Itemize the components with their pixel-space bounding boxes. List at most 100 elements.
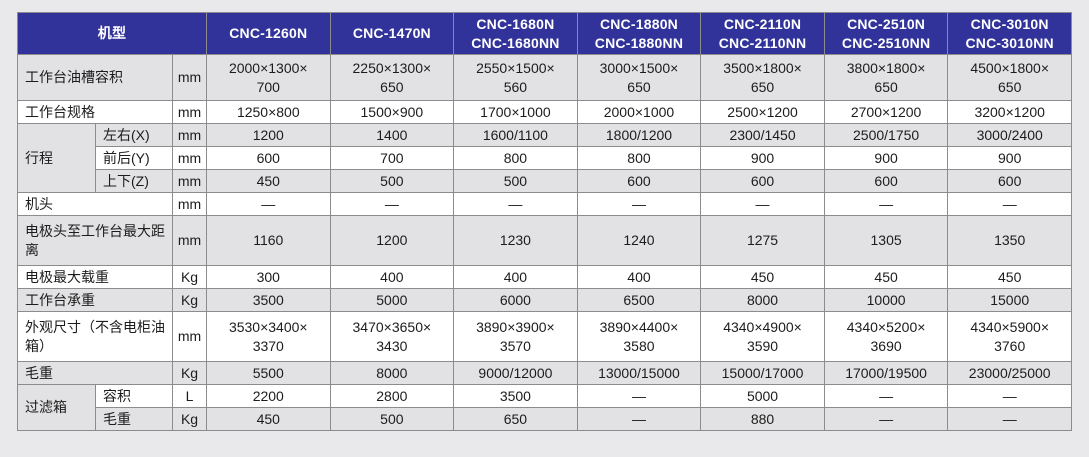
row-unit: L: [172, 384, 207, 408]
row-label: 毛重: [95, 407, 173, 431]
cell: 3470×3650× 3430: [329, 311, 455, 362]
cell: 1800/1200: [576, 123, 702, 147]
row-travel-y: 前后(Y) mm 600 700 800 800 900 900 900: [18, 146, 1072, 170]
cell: 1275: [700, 215, 825, 266]
cell: 3500: [453, 384, 578, 408]
model-column-header: 机型: [17, 12, 207, 55]
row-filter-capacity: 过滤箱 容积 L 2200 2800 3500 — 5000 — —: [17, 384, 1072, 431]
cell: 5000: [700, 384, 825, 408]
row-travel-x: 行程 左右(X) mm 1200 1400 1600/1100 1800/120…: [17, 123, 1072, 193]
cell: 4340×4900× 3590: [700, 311, 825, 362]
cell: 3890×4400× 3580: [576, 311, 702, 362]
cell: 700: [329, 146, 455, 170]
model-header-cnc-1260n: CNC-1260N: [206, 12, 331, 55]
spec-sheet: 机型 CNC-1260N CNC-1470N CNC-1680N CNC-168…: [17, 12, 1072, 431]
cell: —: [947, 192, 1072, 216]
row-electrode-load: 电极最大载重 Kg 300 400 400 400 450 450 450: [17, 265, 1072, 289]
cell: 13000/15000: [576, 361, 702, 385]
model-header-cnc-1680n: CNC-1680N CNC-1680NN: [453, 12, 578, 55]
row-unit: mm: [172, 311, 207, 362]
cell: —: [947, 384, 1072, 408]
cell: —: [576, 384, 702, 408]
row-unit: mm: [172, 146, 207, 170]
cell: 2800: [329, 384, 455, 408]
row-table-size: 工作台规格 mm 1250×800 1500×900 1700×1000 200…: [17, 100, 1072, 124]
cell: 500: [329, 407, 455, 431]
cell: 2250×1300× 650: [329, 54, 455, 101]
cell: 900: [700, 146, 825, 170]
row-unit: mm: [172, 215, 207, 266]
row-unit: mm: [172, 169, 207, 193]
cell: —: [206, 192, 331, 216]
machine-spec-table: 机型 CNC-1260N CNC-1470N CNC-1680N CNC-168…: [17, 12, 1072, 431]
row-label: 外观尺寸（不含电柜油箱）: [17, 311, 173, 362]
row-label: 工作台规格: [17, 100, 173, 124]
cell: —: [823, 192, 949, 216]
cell: 3800×1800× 650: [823, 54, 949, 101]
row-label: 工作台油槽容积: [17, 54, 173, 101]
cell: —: [947, 407, 1072, 431]
cell: 2200: [206, 384, 331, 408]
cell: 1240: [576, 215, 702, 266]
cell: 400: [576, 265, 702, 289]
cell: —: [576, 192, 702, 216]
row-unit: Kg: [172, 407, 207, 431]
cell: 15000: [947, 288, 1072, 312]
cell: 15000/17000: [700, 361, 825, 385]
cell: 600: [576, 169, 702, 193]
cell: 300: [206, 265, 331, 289]
cell: 900: [823, 146, 949, 170]
row-unit: mm: [172, 54, 207, 101]
cell: —: [700, 192, 825, 216]
cell: 880: [700, 407, 825, 431]
cell: 1160: [206, 215, 331, 266]
cell: 3000×1500× 650: [576, 54, 702, 101]
cell: 5500: [206, 361, 331, 385]
cell: 2550×1500× 560: [453, 54, 578, 101]
cell: 8000: [329, 361, 455, 385]
cell: 500: [453, 169, 578, 193]
cell: 5000: [329, 288, 455, 312]
row-label: 前后(Y): [95, 146, 173, 170]
row-filter-weight: 毛重 Kg 450 500 650 — 880 — —: [18, 407, 1072, 431]
cell: 600: [823, 169, 949, 193]
row-label: 电极最大载重: [17, 265, 173, 289]
row-unit: mm: [172, 192, 207, 216]
cell: —: [576, 407, 702, 431]
travel-group-label: 行程: [17, 123, 96, 193]
cell: 2000×1000: [576, 100, 702, 124]
row-label: 毛重: [17, 361, 173, 385]
cell: 450: [700, 265, 825, 289]
cell: 2700×1200: [823, 100, 949, 124]
row-machine-head: 机头 mm — — — — — — —: [17, 192, 1072, 216]
cell: 400: [453, 265, 578, 289]
cell: 4500×1800× 650: [947, 54, 1072, 101]
cell: 6000: [453, 288, 578, 312]
cell: 600: [700, 169, 825, 193]
cell: —: [823, 384, 949, 408]
row-gross-weight: 毛重 Kg 5500 8000 9000/12000 13000/15000 1…: [17, 361, 1072, 385]
cell: 9000/12000: [453, 361, 578, 385]
filter-group-label: 过滤箱: [17, 384, 96, 431]
cell: 2300/1450: [700, 123, 825, 147]
cell: 2500/1750: [823, 123, 949, 147]
row-unit: mm: [172, 100, 207, 124]
cell: 1305: [823, 215, 949, 266]
model-header-cnc-2110n: CNC-2110N CNC-2110NN: [700, 12, 825, 55]
cell: 6500: [576, 288, 702, 312]
row-label: 左右(X): [95, 123, 173, 147]
cell: 3500×1800× 650: [700, 54, 825, 101]
cell: 3200×1200: [947, 100, 1072, 124]
cell: 900: [947, 146, 1072, 170]
cell: 450: [947, 265, 1072, 289]
model-header-cnc-1470n: CNC-1470N: [329, 12, 455, 55]
cell: 600: [206, 146, 331, 170]
row-unit: mm: [172, 123, 207, 147]
cell: —: [823, 407, 949, 431]
table-header-row: 机型 CNC-1260N CNC-1470N CNC-1680N CNC-168…: [17, 12, 1072, 55]
row-label: 容积: [95, 384, 173, 408]
model-header-cnc-2510n: CNC-2510N CNC-2510NN: [823, 12, 949, 55]
row-dimensions: 外观尺寸（不含电柜油箱） mm 3530×3400× 3370 3470×365…: [17, 311, 1072, 362]
row-travel-z: 上下(Z) mm 450 500 500 600 600 600 600: [18, 169, 1072, 193]
cell: 650: [453, 407, 578, 431]
